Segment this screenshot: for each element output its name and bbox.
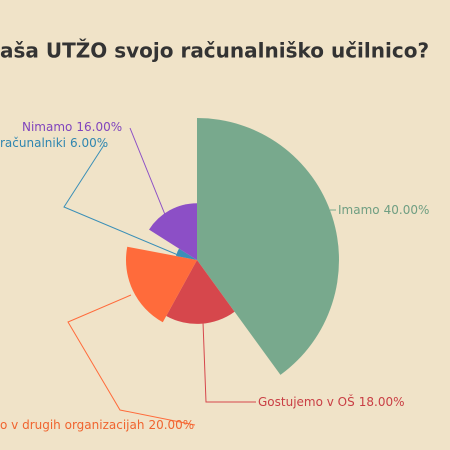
leader-line [63,144,179,256]
slice [197,118,339,375]
leader-line [67,294,196,426]
slice-label: Nimamo 16.00% [22,120,122,134]
slice [166,260,235,324]
leader-line [202,321,256,403]
label-name: o v drugih organizacijah [0,418,144,432]
slice [176,248,197,260]
label-name: Gostujemo v OŠ [258,394,355,409]
label-value: 18.00% [359,395,405,409]
label-value: 16.00% [76,120,122,134]
slice-label: o v drugih organizacijah 20.00% [0,418,194,432]
slice-label: računalniki 6.00% [0,136,108,150]
label-value: 20.00% [148,418,194,432]
label-name: računalniki [0,136,66,150]
label-value: 40.00% [384,203,430,217]
label-name: Nimamo [22,120,72,134]
slice-label: Gostujemo v OŠ 18.00% [258,394,405,409]
label-name: Imamo [338,203,380,217]
label-value: 6.00% [70,136,108,150]
chart-title: aša UTŽO svojo računalniško učilnico? [0,39,429,63]
slice [149,203,197,260]
slice [125,246,197,323]
leader-line [129,127,169,223]
slice-label: Imamo 40.00% [338,203,429,217]
